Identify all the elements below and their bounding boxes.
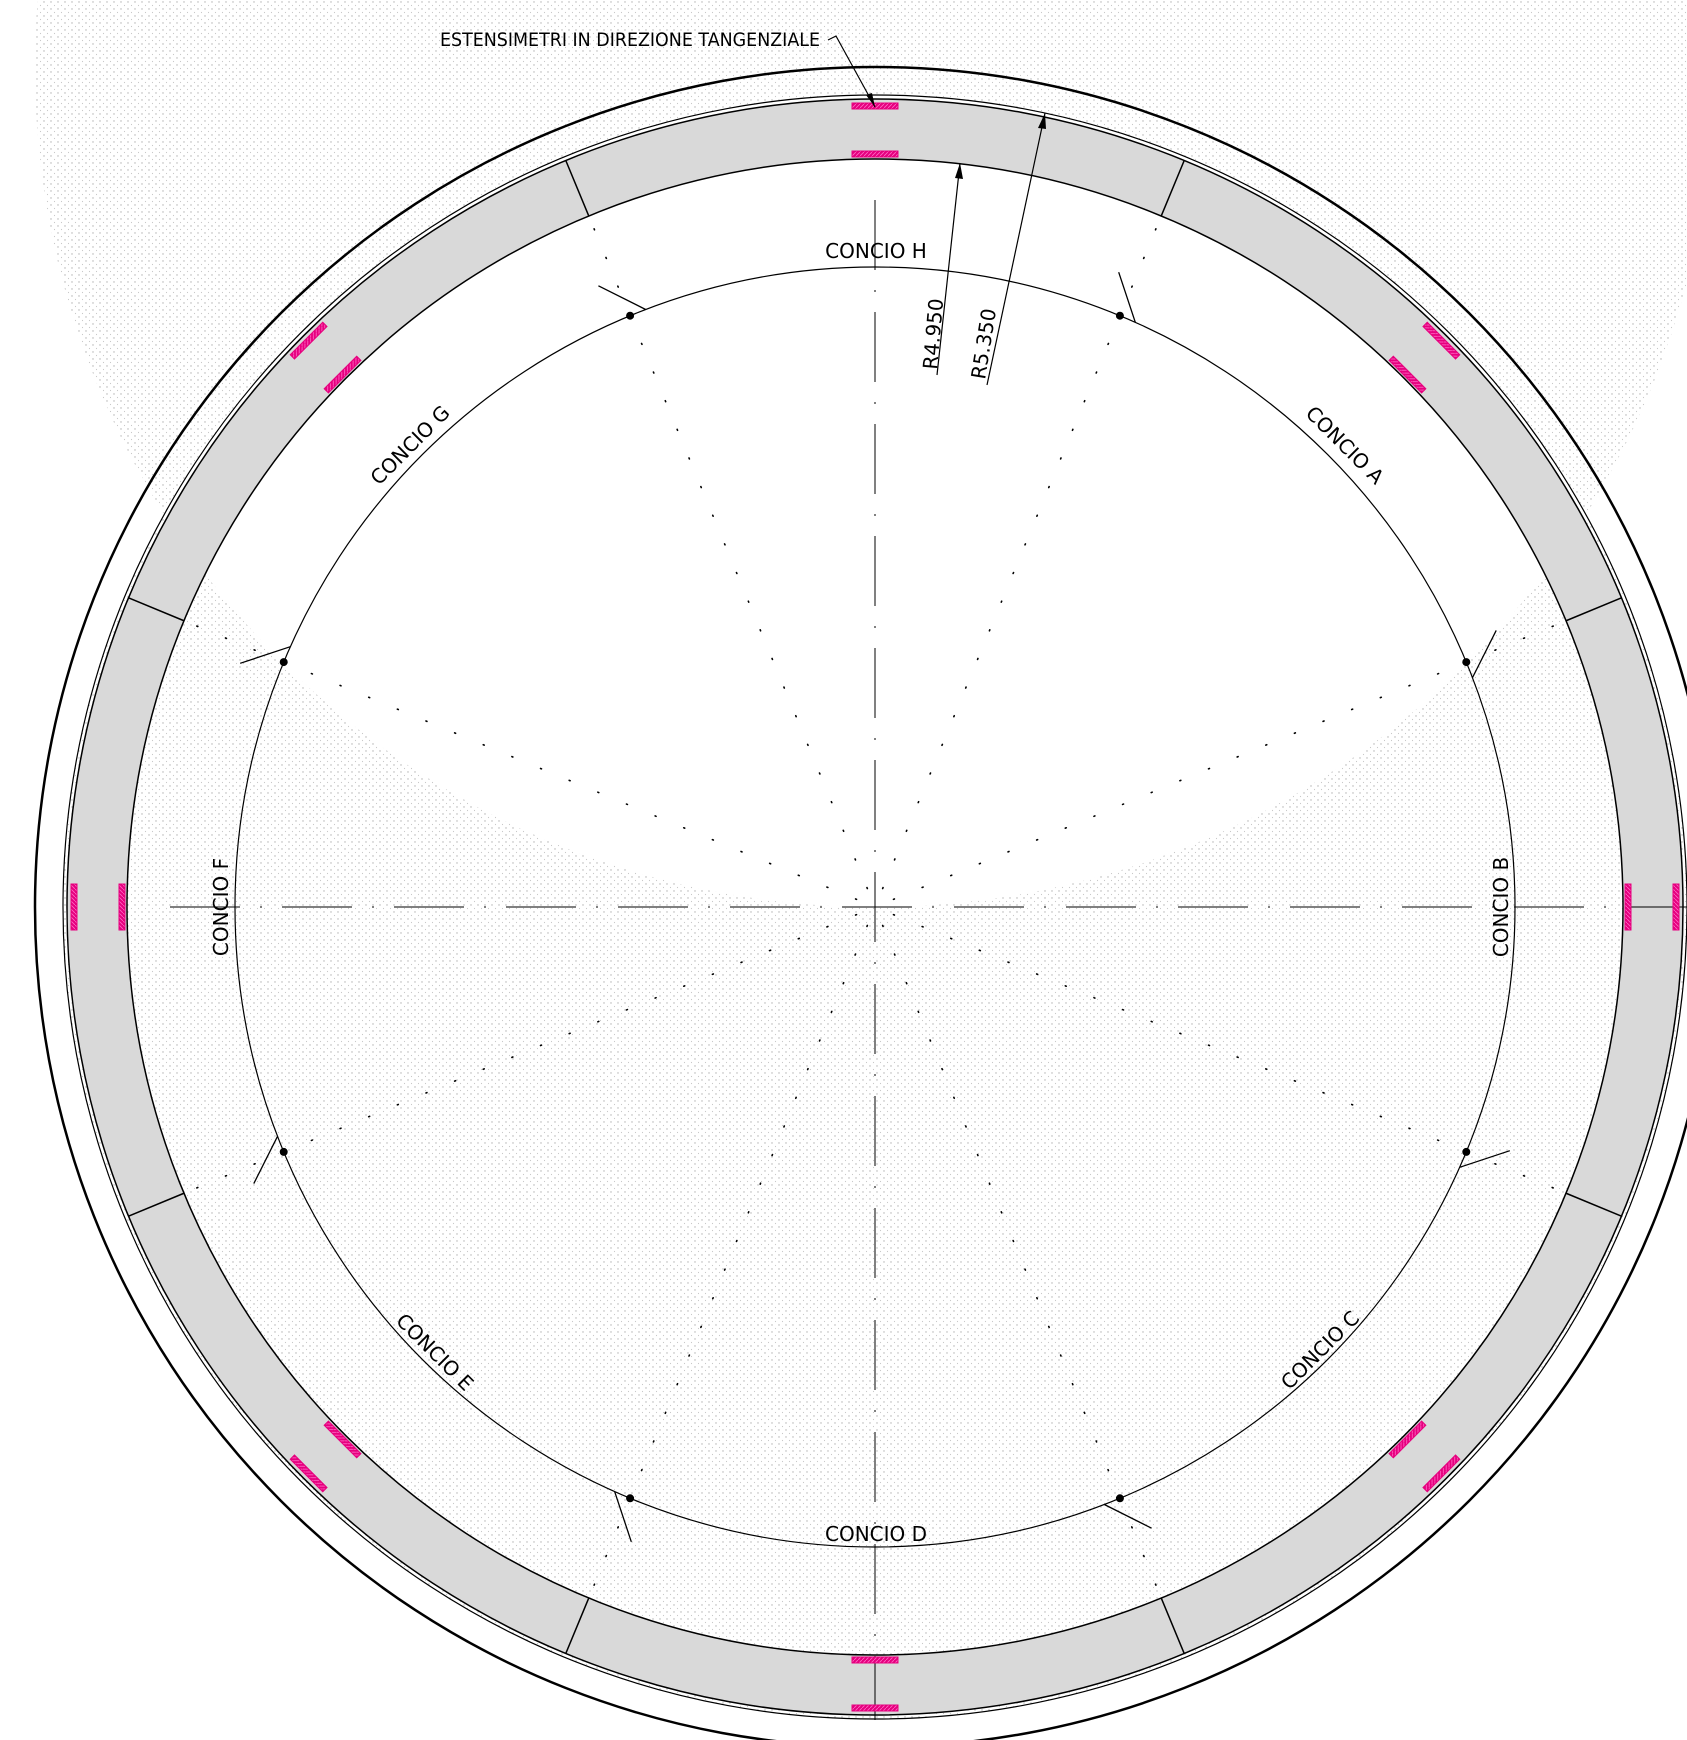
segment-node-dot [1462,1147,1471,1156]
strain-gauge [1388,355,1427,394]
dim-leader-outer [986,112,1046,386]
segment-tick [1104,1503,1152,1529]
strain-gauge [1422,1454,1461,1493]
label-concio-b: CONCIO B [1489,857,1513,957]
dim-label-r4950: R4.950 [918,297,948,370]
strain-gauge [118,883,126,931]
excavation-outline [34,66,1687,1740]
strain-gauge [289,1454,328,1493]
label-concio-g: CONCIO G [365,400,454,489]
dim-arrow-outer [1038,113,1046,129]
segment-tick [1459,1150,1511,1168]
lining-joint [1160,160,1185,217]
segment-tick [1471,630,1497,678]
centre-axes [170,200,1687,1720]
strain-gauge [323,1420,362,1459]
lining-joint [565,1597,590,1654]
label-concio-a: CONCIO A [1301,401,1389,489]
segment-node-dot [1115,311,1124,320]
strain-gauge [289,321,328,360]
strain-gauge [851,1704,899,1712]
label-concio-h: CONCIO H [825,239,927,263]
strain-gauge [851,150,899,158]
segment-node-dot [1462,658,1471,667]
segment-node-dot [626,1494,635,1503]
segment-tick [1118,271,1136,323]
segment-node-dot [279,1147,288,1156]
lining-joint [565,160,590,217]
segment-tick [598,285,646,311]
segment-node-dot [279,658,288,667]
strain-gauge [851,1656,899,1664]
lining-joint [1160,1597,1185,1654]
grout-annulus [35,0,1687,1719]
strain-gauge [323,355,362,394]
lining-intrados [126,158,1624,1656]
strain-gauge [70,883,78,931]
note-leader-arrow [866,93,875,107]
segment-tick [614,1491,632,1543]
label-concio-d: CONCIO D [825,1522,927,1546]
lining-joint [128,1192,185,1217]
segment-node-dot [1115,1494,1124,1503]
segment-tick [239,646,291,664]
label-concio-f: CONCIO F [209,858,233,956]
segment-joints [128,160,1622,1654]
note-estensimetri: ESTENSIMETRI IN DIREZIONE TANGENZIALE [440,29,820,51]
lining-joint [1565,1192,1622,1217]
lining-joint [1565,597,1622,622]
segment-tick [253,1136,279,1184]
strain-gauge [1388,1420,1427,1459]
lining-joint [128,597,185,622]
segment-tick-marks [239,271,1511,1543]
note-leader [827,35,876,108]
strain-gauge [1672,883,1680,931]
segment-node-dot [626,311,635,320]
dim-leader-inner [936,162,961,376]
strain-gauge [1422,321,1461,360]
strain-gauge [1624,883,1632,931]
dim-arrow-inner [955,163,963,179]
